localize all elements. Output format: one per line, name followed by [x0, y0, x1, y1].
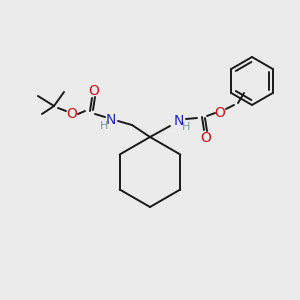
- Text: H: H: [100, 121, 108, 131]
- Text: O: O: [214, 106, 225, 120]
- Text: O: O: [67, 107, 77, 121]
- Text: N: N: [174, 114, 184, 128]
- Text: O: O: [88, 84, 99, 98]
- Text: N: N: [106, 113, 116, 127]
- Text: H: H: [182, 122, 190, 132]
- Text: O: O: [201, 131, 212, 145]
